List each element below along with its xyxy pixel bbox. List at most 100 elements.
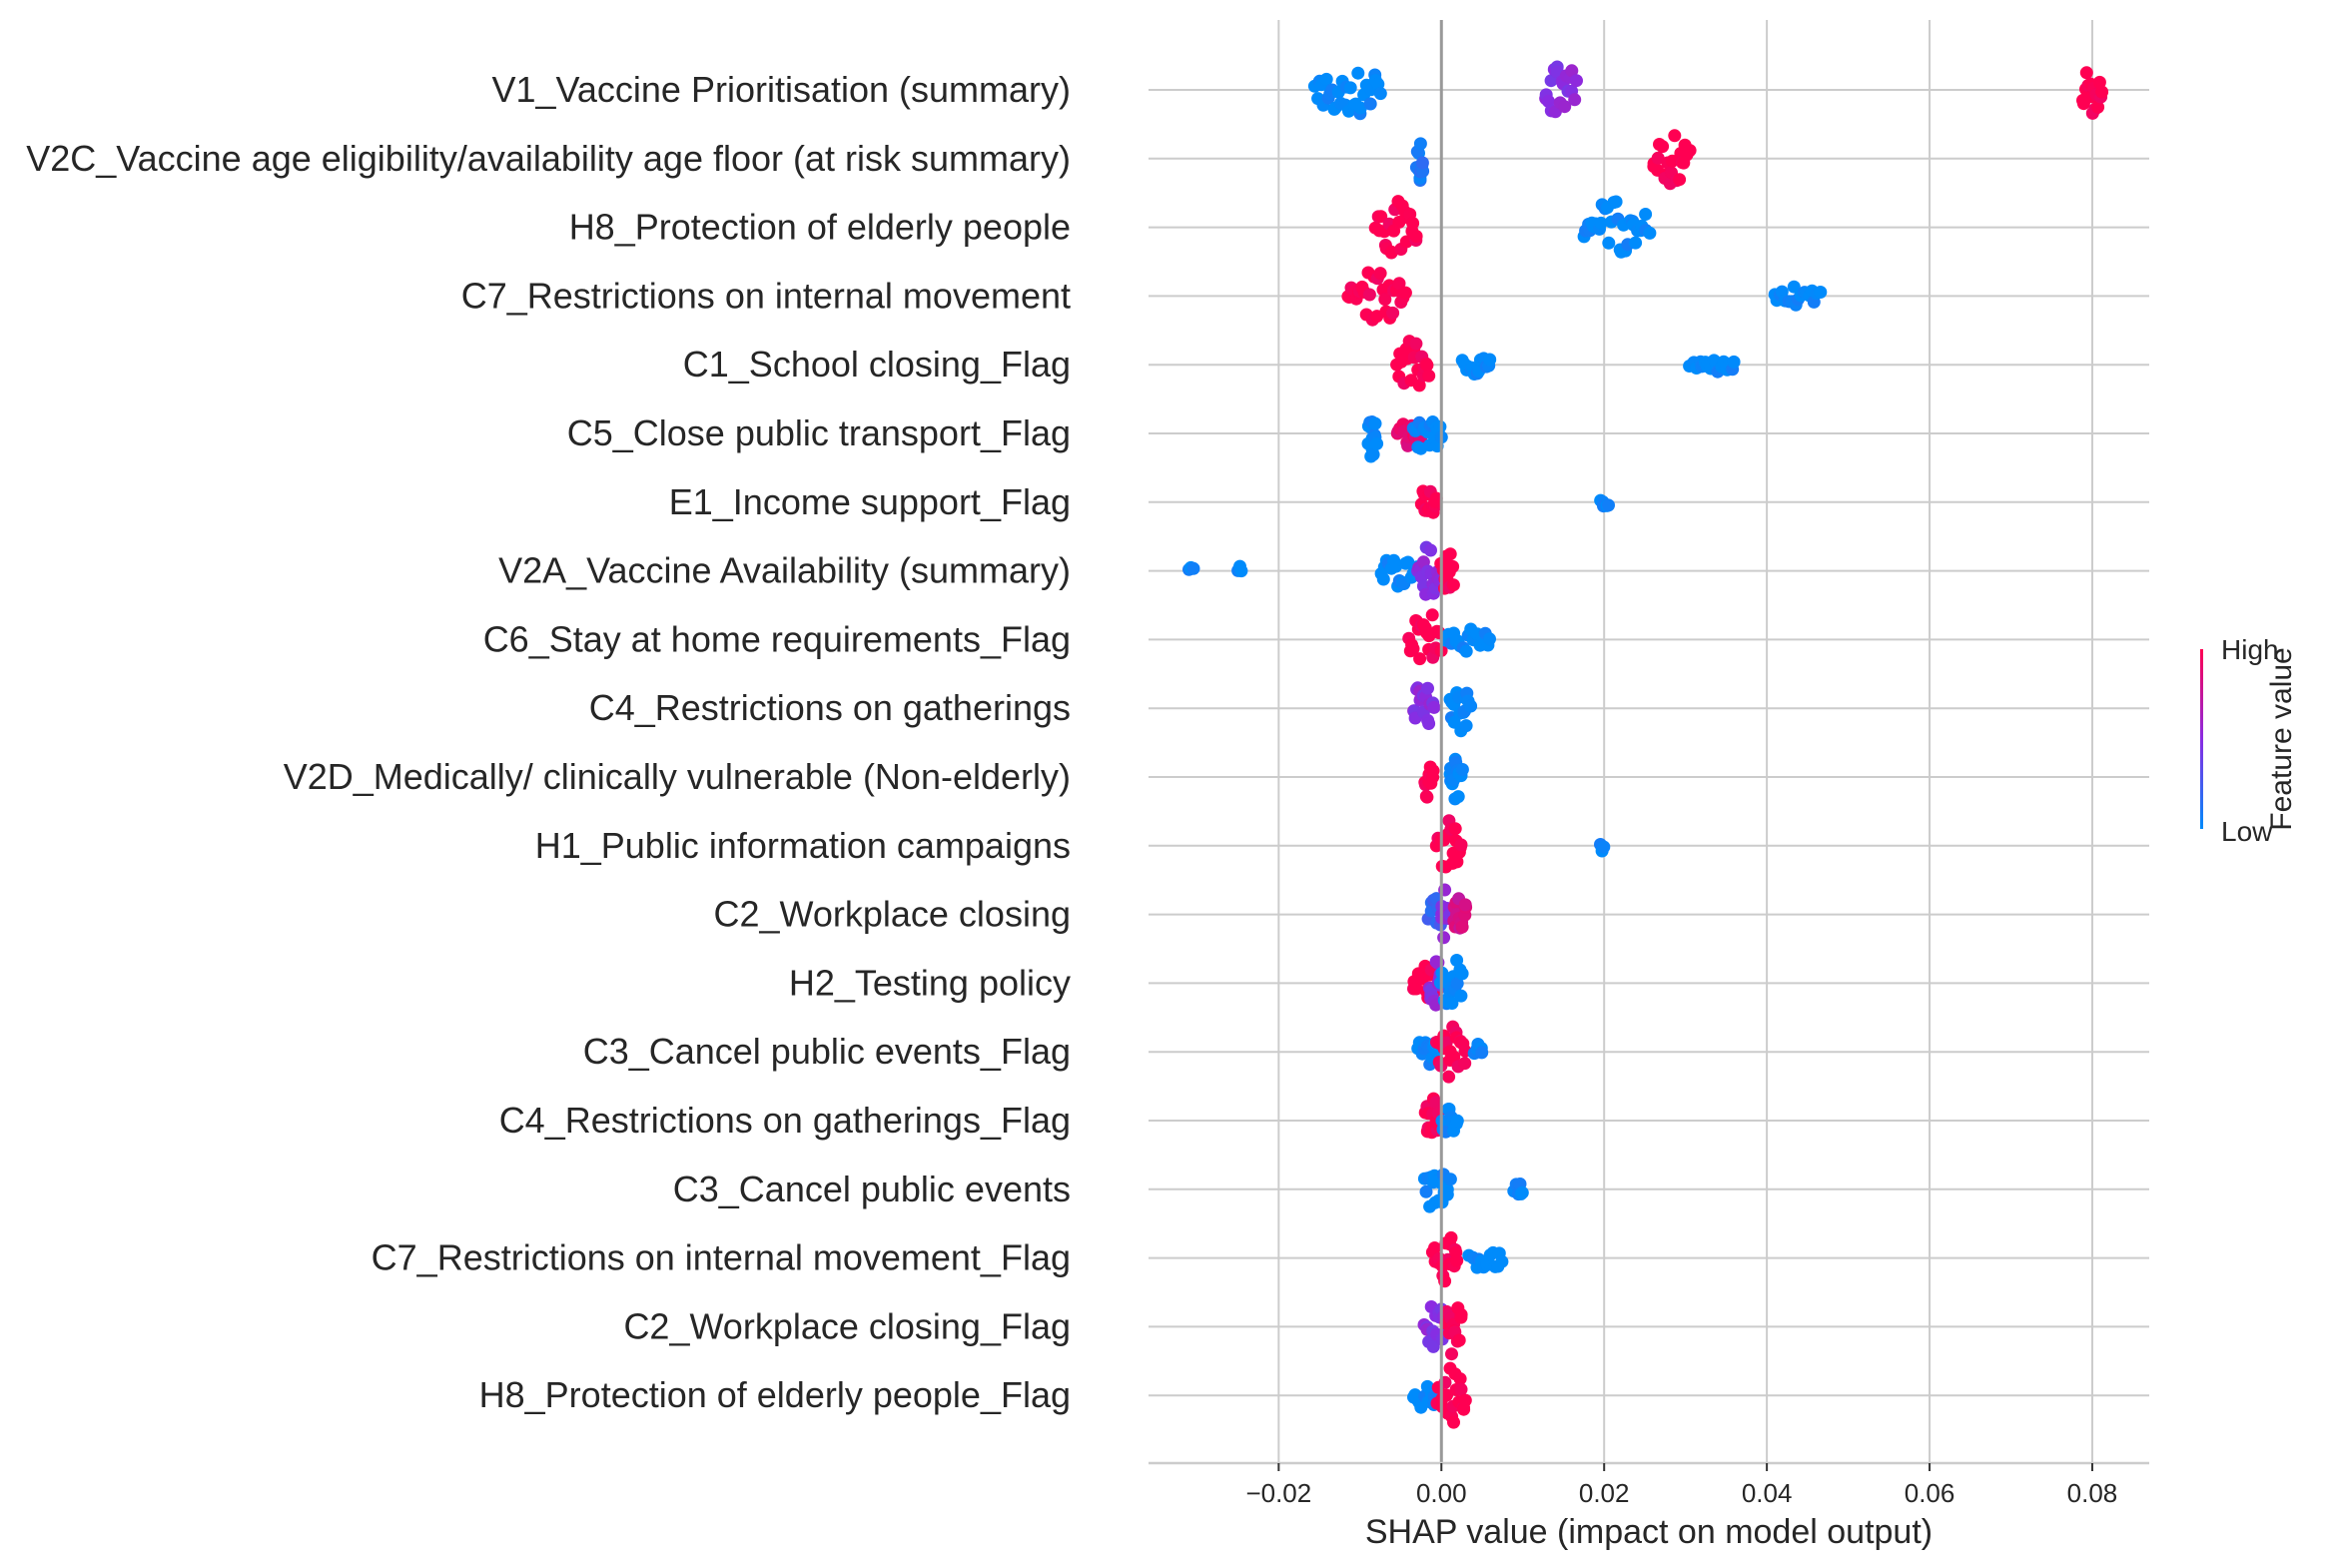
shap-point xyxy=(1386,306,1400,320)
feature-label: C4_Restrictions on gatherings_Flag xyxy=(499,1100,1071,1141)
shap-point xyxy=(1378,293,1392,307)
shap-point xyxy=(1656,140,1670,154)
shap-point xyxy=(1413,652,1427,666)
x-tick-label: 0.02 xyxy=(1579,1478,1630,1508)
shap-point xyxy=(1565,64,1579,78)
shap-point xyxy=(1368,416,1382,430)
feature-label: C7_Restrictions on internal movement xyxy=(461,275,1071,316)
colorbar-high-label: High xyxy=(2221,634,2279,665)
shap-point xyxy=(1455,920,1469,934)
feature-label: C2_Workplace closing_Flag xyxy=(623,1305,1071,1346)
shap-point xyxy=(1454,1310,1468,1324)
data-points xyxy=(1182,60,2109,1429)
x-axis: −0.02 0.00 0.02 0.04 0.06 0.08 xyxy=(1149,1461,2149,1508)
shap-point xyxy=(1665,154,1679,168)
shap-point xyxy=(1448,822,1462,836)
shap-point xyxy=(1422,369,1436,383)
shap-point xyxy=(1639,208,1653,221)
shap-point xyxy=(1459,719,1473,733)
feature-label: H2_Testing policy xyxy=(789,962,1071,1003)
shap-point xyxy=(2095,85,2109,99)
shap-point xyxy=(1427,700,1441,714)
shap-point xyxy=(1683,144,1697,158)
shap-point xyxy=(1440,1187,1454,1201)
colorbar: High Low Feature value xyxy=(2200,634,2298,847)
shap-point xyxy=(1442,1070,1456,1084)
shap-point xyxy=(1363,97,1377,111)
shap-point xyxy=(1609,195,1623,209)
shap-point xyxy=(1426,764,1440,778)
feature-label: C7_Restrictions on internal movement_Fla… xyxy=(372,1237,1071,1278)
shap-point xyxy=(1186,561,1200,575)
shap-point xyxy=(1443,1173,1457,1186)
gridlines xyxy=(1277,20,2093,1463)
shap-point xyxy=(1429,491,1443,505)
shap-point xyxy=(1483,353,1497,367)
feature-label: C5_Close public transport_Flag xyxy=(567,412,1071,453)
shap-point xyxy=(1413,137,1427,151)
shap-point xyxy=(1425,608,1439,622)
shap-point xyxy=(1445,997,1459,1010)
shap-point xyxy=(1319,72,1333,86)
shap-point xyxy=(1602,498,1615,512)
shap-point xyxy=(1594,216,1608,230)
x-axis-title: SHAP value (impact on model output) xyxy=(1365,1513,1933,1551)
shap-point xyxy=(1814,286,1828,299)
shap-point xyxy=(1234,564,1248,578)
shap-point xyxy=(1398,286,1412,300)
shap-point xyxy=(1447,1415,1460,1429)
shap-point xyxy=(1727,355,1741,369)
shap-point xyxy=(1409,982,1423,996)
shap-point xyxy=(1458,1393,1472,1407)
shap-point xyxy=(1366,447,1380,461)
feature-label: V2C_Vaccine age eligibility/availability… xyxy=(26,138,1071,179)
x-tick-label: −0.02 xyxy=(1245,1478,1311,1508)
x-tick-label: 0.04 xyxy=(1742,1478,1793,1508)
feature-label: C3_Cancel public events_Flag xyxy=(583,1031,1071,1072)
shap-point xyxy=(1351,66,1365,80)
shap-point xyxy=(1374,210,1388,224)
shap-point xyxy=(1643,226,1657,240)
shap-point xyxy=(1409,337,1423,351)
shap-point xyxy=(1450,977,1464,991)
shap-point xyxy=(1422,717,1436,730)
shap-point xyxy=(1568,93,1582,107)
shap-point xyxy=(1376,572,1390,586)
shap-point xyxy=(1420,790,1434,804)
feature-label: V2D_Medically/ clinically vulnerable (No… xyxy=(284,756,1071,797)
shap-point xyxy=(1475,1046,1489,1060)
x-tick-label: 0.08 xyxy=(2067,1478,2118,1508)
shap-point xyxy=(1373,267,1387,281)
shap-point xyxy=(1458,1057,1472,1071)
shap-point xyxy=(1343,81,1357,95)
shap-point xyxy=(1602,236,1616,250)
shap-point xyxy=(1440,1388,1453,1402)
shap-point xyxy=(1452,1333,1466,1347)
shap-point xyxy=(1373,87,1387,101)
feature-label: H1_Public information campaigns xyxy=(535,825,1071,866)
shap-point xyxy=(1451,790,1465,804)
shap-point xyxy=(1420,359,1434,373)
shap-point xyxy=(1450,1253,1464,1267)
x-tick-label: 0.00 xyxy=(1416,1478,1467,1508)
shap-point xyxy=(1629,236,1643,250)
shap-point xyxy=(1406,217,1420,230)
feature-label: E1_Income support_Flag xyxy=(669,481,1071,522)
shap-point xyxy=(1459,644,1473,658)
shap-point xyxy=(1353,101,1367,115)
shap-point xyxy=(2079,66,2093,80)
colorbar-gradient xyxy=(2200,649,2203,829)
shap-point xyxy=(1424,543,1437,557)
shap-point xyxy=(1464,699,1478,713)
shap-point xyxy=(1412,379,1426,392)
shap-point xyxy=(1446,578,1460,592)
shap-point xyxy=(1450,1114,1464,1128)
shap-point xyxy=(1406,642,1420,656)
shap-point xyxy=(1409,230,1423,243)
shap-point xyxy=(1444,1230,1458,1244)
shap-point xyxy=(1454,1382,1468,1396)
shap-point xyxy=(1483,632,1496,646)
shap-point xyxy=(1445,1347,1458,1361)
shap-point xyxy=(1419,1184,1433,1198)
feature-label: H8_Protection of elderly people xyxy=(569,207,1071,248)
